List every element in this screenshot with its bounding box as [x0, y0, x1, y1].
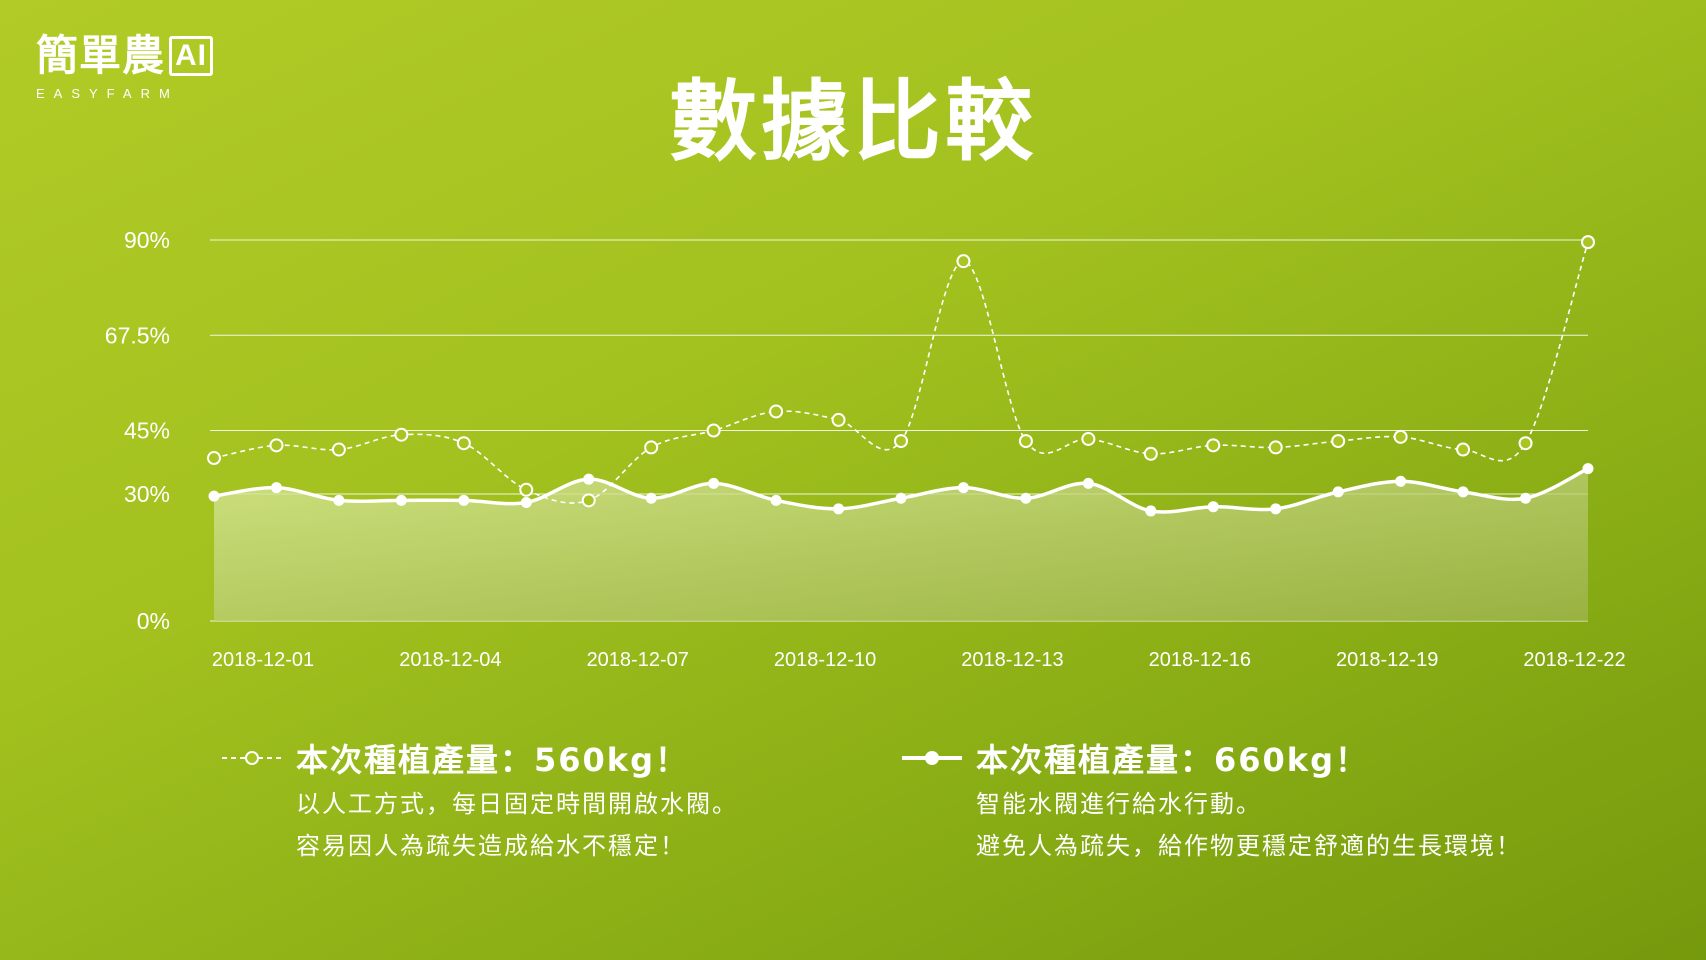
data-point-hollow [706, 423, 721, 438]
data-point-solid [333, 494, 345, 506]
logo: 簡單農 AI EASYFARM [36, 31, 214, 101]
data-point-solid [458, 494, 470, 506]
x-tick-label: 2018-12-07 [587, 649, 689, 671]
legend-smart: 本次種植產量：660kg！ 智能水閥進行給水行動。 避免人為疏失，給作物更穩定舒… [900, 733, 1522, 867]
data-point-hollow [1518, 436, 1533, 451]
data-point-hollow [1268, 440, 1283, 455]
logo-name: 簡單農 [36, 31, 166, 80]
y-tick-label: 67.5% [105, 322, 170, 348]
x-tick-label: 2018-12-13 [961, 649, 1063, 671]
data-point-hollow [394, 427, 409, 442]
data-point-hollow [894, 434, 908, 449]
page-title: 數據比較 [668, 70, 1037, 173]
legend-manual: 本次種植產量：560kg！ 以人工方式，每日固定時間開啟水閥。 容易因人為疏失造… [220, 733, 738, 867]
solid-line-filled-dot-icon [902, 751, 962, 765]
data-point-hollow [1143, 446, 1158, 461]
x-tick-label: 2018-12-16 [1149, 649, 1251, 671]
data-point-hollow [1018, 434, 1033, 449]
series-area-fill [214, 468, 1588, 621]
data-point-hollow [207, 451, 221, 466]
comparison-line-chart: 0% 30% 45% 67.5% 90% 2018-12-01 2018-12-04 2018… [105, 227, 1625, 671]
x-tick-label: 2018-12-01 [212, 649, 314, 671]
data-point-hollow [456, 436, 471, 451]
data-point-hollow [769, 404, 784, 419]
data-point-solid [1457, 486, 1469, 498]
x-tick-label: 2018-12-22 [1523, 649, 1625, 671]
data-point-hollow [1393, 429, 1408, 444]
data-point-hollow [1206, 438, 1221, 453]
y-tick-label: 30% [124, 481, 170, 507]
data-point-solid [895, 492, 907, 504]
data-point-solid [583, 473, 595, 485]
y-tick-label: 0% [137, 608, 170, 634]
legend-manual-line-2: 容易因人為疏失造成給水不穩定！ [296, 832, 686, 860]
data-point-solid [957, 482, 969, 494]
data-point-solid [1270, 503, 1282, 515]
legend-manual-title: 本次種植產量：560kg！ [296, 741, 689, 779]
data-point-solid [833, 503, 845, 515]
data-point-solid [770, 494, 782, 506]
data-point-hollow [581, 493, 596, 508]
x-tick-label: 2018-12-19 [1336, 649, 1438, 671]
y-tick-label: 45% [124, 418, 170, 444]
data-point-hollow [1456, 442, 1471, 457]
legend-manual-line-1: 以人工方式，每日固定時間開啟水閥。 [296, 790, 738, 818]
data-point-hollow [1331, 434, 1346, 449]
data-point-solid [1520, 492, 1532, 504]
data-point-solid [520, 496, 532, 508]
data-point-solid [1020, 492, 1032, 504]
data-point-solid [645, 492, 657, 504]
data-point-solid [1207, 501, 1219, 513]
data-point-solid [1145, 505, 1157, 517]
data-point-hollow [519, 482, 534, 497]
data-point-solid [1082, 477, 1094, 489]
data-point-hollow [831, 412, 846, 427]
data-point-hollow [269, 438, 284, 453]
data-point-hollow [956, 254, 971, 269]
series-line-dashed [213, 241, 1589, 504]
data-point-hollow [644, 440, 659, 455]
dashed-line-hollow-dot-icon [222, 751, 282, 765]
legend-smart-title: 本次種植產量：660kg！ [976, 741, 1369, 779]
data-point-solid [395, 494, 407, 506]
data-point-hollow [331, 442, 346, 457]
x-tick-label: 2018-12-10 [774, 649, 876, 671]
data-point-solid [270, 482, 282, 494]
data-point-solid [708, 477, 720, 489]
data-point-solid [1395, 475, 1407, 487]
logo-ai-badge: AI [169, 36, 214, 76]
y-tick-label: 90% [124, 227, 170, 253]
data-point-hollow [1581, 235, 1595, 250]
legend-smart-line-1: 智能水閥進行給水行動。 [976, 790, 1262, 818]
data-point-solid [208, 490, 220, 502]
logo-subtitle: EASYFARM [36, 86, 179, 101]
data-point-solid [1332, 486, 1344, 498]
data-point-hollow [1081, 431, 1096, 446]
legend-smart-line-2: 避免人為疏失，給作物更穩定舒適的生長環境！ [976, 832, 1522, 860]
data-point-solid [1582, 463, 1594, 475]
x-tick-label: 2018-12-04 [399, 649, 501, 671]
